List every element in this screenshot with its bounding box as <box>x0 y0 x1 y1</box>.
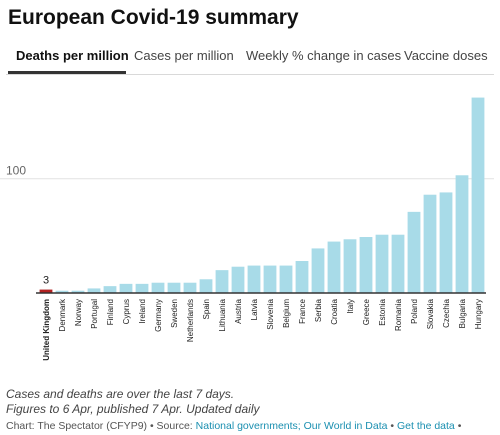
x-tick-label: Germany <box>154 299 163 332</box>
x-tick-label: Greece <box>362 298 371 325</box>
x-tick-label: Slovenia <box>266 298 275 329</box>
x-tick-label: Estonia <box>378 298 387 325</box>
source-line: Chart: The Spectator (CFYP9) • Source: N… <box>6 420 461 432</box>
tab-deaths-per-million[interactable]: Deaths per million <box>16 48 129 63</box>
x-tick-label: Serbia <box>314 298 323 322</box>
bar <box>295 261 309 293</box>
x-tick-label: Portugal <box>90 299 99 329</box>
bar <box>343 239 357 293</box>
note-line: Figures to 6 Apr, published 7 Apr. Updat… <box>6 402 260 416</box>
bar <box>327 241 341 293</box>
note-line: Cases and deaths are over the last 7 day… <box>6 387 235 401</box>
bar <box>199 279 213 293</box>
bar <box>135 283 149 293</box>
x-tick-label: Latvia <box>250 298 259 320</box>
bar <box>359 237 373 293</box>
get-data-link[interactable]: Get the data <box>396 420 455 432</box>
bar <box>279 265 293 293</box>
x-tick-label: Lithuania <box>218 298 227 331</box>
tab-weekly-change-in-cases[interactable]: Weekly % change in cases <box>246 48 402 63</box>
x-tick-label: Croatia <box>330 298 339 324</box>
source-suffix: • <box>454 420 462 432</box>
chart-notes: Cases and deaths are over the last 7 day… <box>6 387 259 417</box>
x-tick-label: Bulgaria <box>458 298 467 328</box>
x-tick-label: Finland <box>106 299 115 325</box>
x-tick-label: Romania <box>394 298 403 331</box>
x-tick-label: Austria <box>234 298 243 323</box>
bar <box>263 265 277 293</box>
bar <box>231 266 245 293</box>
bar <box>215 270 229 293</box>
bar <box>375 234 389 293</box>
bar <box>39 289 53 293</box>
active-tab-indicator <box>8 71 126 74</box>
page-title: European Covid-19 summary <box>8 6 299 29</box>
x-tick-label: Spain <box>202 299 211 319</box>
tab-vaccine-doses[interactable]: Vaccine doses <box>404 48 488 63</box>
x-tick-label: Norway <box>74 299 83 326</box>
bar <box>471 97 485 293</box>
bar <box>167 282 181 293</box>
bar <box>71 290 85 293</box>
data-label: 3 <box>43 275 49 287</box>
bar <box>423 194 437 293</box>
bar <box>311 248 325 293</box>
bar <box>55 290 69 293</box>
x-tick-label: Netherlands <box>186 299 195 342</box>
x-tick-label: United Kingdom <box>42 299 51 361</box>
x-tick-label: Sweden <box>170 299 179 328</box>
x-tick-label: Czechia <box>442 298 451 327</box>
chart-tabs: Deaths per million Cases per million Wee… <box>6 44 494 75</box>
bar <box>151 282 165 293</box>
x-tick-label: Slovakia <box>426 298 435 329</box>
x-tick-label: France <box>298 298 307 323</box>
source-link[interactable]: National governments; Our World in Data <box>195 420 388 432</box>
x-tick-label: Poland <box>410 299 419 324</box>
bar <box>183 282 197 293</box>
x-tick-label: Italy <box>346 299 355 314</box>
bar <box>119 283 133 293</box>
bar <box>247 265 261 293</box>
bar-chart: 100 United Kingdom 3 Denmark Norway Portugal F… <box>0 97 494 361</box>
x-tick-label: Denmark <box>58 298 67 331</box>
bar <box>391 234 405 293</box>
bar <box>103 286 117 293</box>
tab-cases-per-million[interactable]: Cases per million <box>134 48 234 63</box>
x-tick-label: Ireland <box>138 299 147 323</box>
bar <box>439 192 453 293</box>
source-prefix: Chart: The Spectator (CFYP9) • Source: <box>6 420 196 432</box>
x-tick-label: Cyprus <box>122 299 131 324</box>
y-tick-label: 100 <box>6 164 26 178</box>
x-tick-label: Hungary <box>474 299 483 329</box>
bar <box>407 211 421 293</box>
bar <box>455 175 469 293</box>
source-separator: • <box>387 420 397 432</box>
x-tick-label: Belgium <box>282 299 291 328</box>
bar <box>87 288 101 293</box>
